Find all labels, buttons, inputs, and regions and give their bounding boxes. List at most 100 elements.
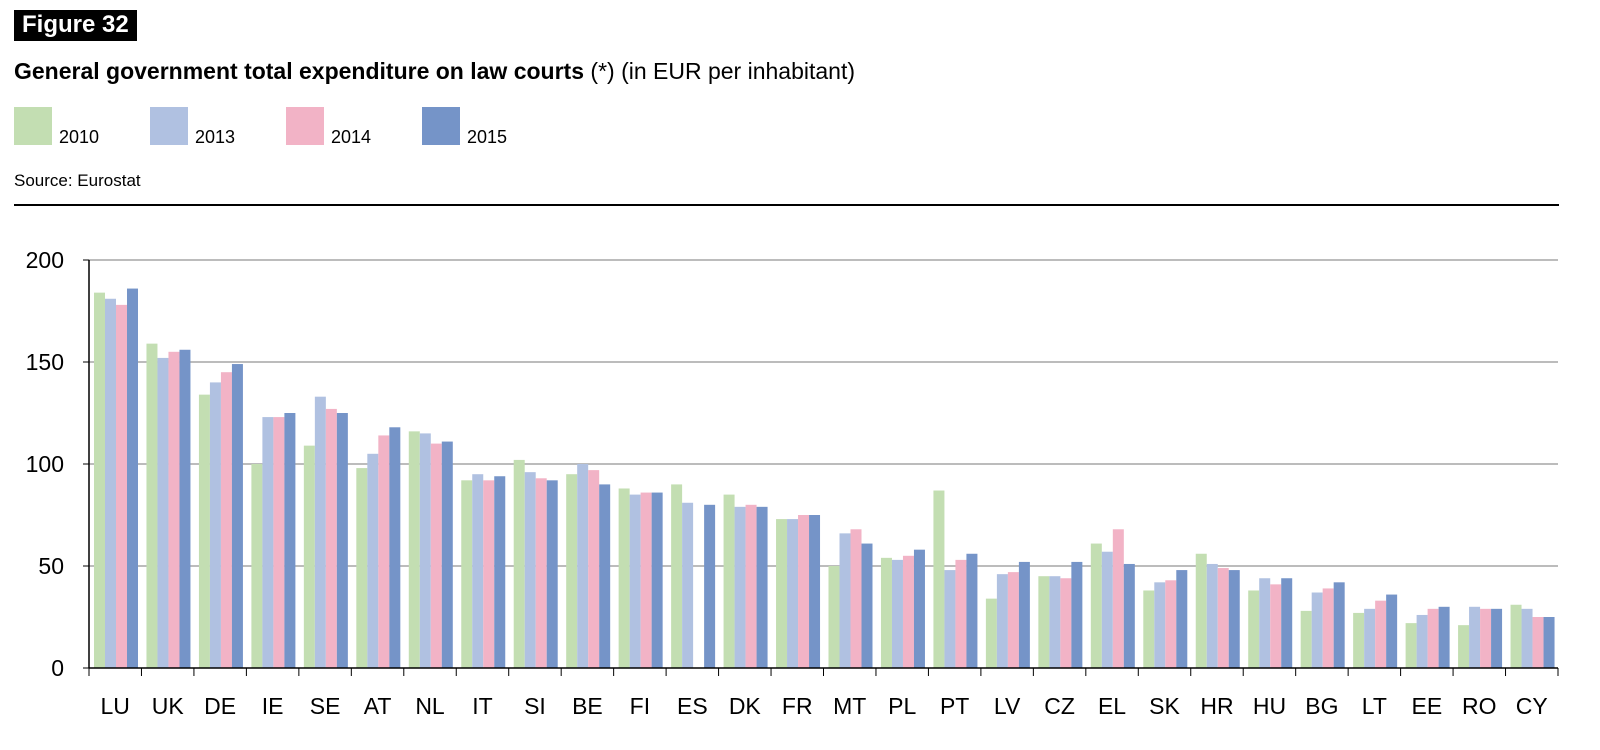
x-tick-label-ro: RO xyxy=(1462,693,1497,719)
bar-se-2014 xyxy=(325,408,337,668)
bar-ie-2015 xyxy=(284,413,296,668)
bar-uk-2010 xyxy=(146,343,158,668)
figure-label: Figure 32 xyxy=(14,10,137,41)
bar-uk-2014 xyxy=(168,351,180,668)
bar-hr-2015 xyxy=(1228,570,1240,668)
bar-lt-2014 xyxy=(1375,600,1387,668)
x-tick-label-dk: DK xyxy=(729,693,762,719)
bar-mt-2014 xyxy=(850,529,862,668)
bar-pt-2015 xyxy=(966,553,978,668)
bar-es-2010 xyxy=(671,484,683,668)
bar-el-2010 xyxy=(1090,543,1102,668)
x-tick-label-lu: LU xyxy=(101,693,130,719)
bar-nl-2010 xyxy=(408,431,420,668)
bar-lv-2015 xyxy=(1018,561,1030,668)
bar-pl-2014 xyxy=(902,555,914,668)
bar-cy-2010 xyxy=(1510,604,1522,668)
bar-de-2010 xyxy=(198,394,210,668)
bar-ie-2014 xyxy=(273,417,285,668)
bar-at-2014 xyxy=(378,435,390,668)
bar-el-2015 xyxy=(1123,563,1135,668)
x-tick-label-hr: HR xyxy=(1200,693,1233,719)
bar-hu-2013 xyxy=(1259,578,1271,668)
legend-label-2014: 2014 xyxy=(331,127,372,147)
bar-bg-2015 xyxy=(1333,582,1345,668)
x-tick-label-lv: LV xyxy=(994,693,1021,719)
bar-nl-2014 xyxy=(430,443,442,668)
bar-ro-2015 xyxy=(1491,608,1503,668)
chart-title-qualifier: (*) (in EUR per inhabitant) xyxy=(584,58,856,84)
bar-cz-2013 xyxy=(1049,576,1061,668)
bar-bg-2010 xyxy=(1300,610,1312,668)
x-tick-label-nl: NL xyxy=(415,693,445,719)
x-tick-label-uk: UK xyxy=(152,693,185,719)
chart-title-main: General government total expenditure on … xyxy=(14,58,585,84)
legend-label-2010: 2010 xyxy=(59,127,100,147)
bar-ie-2013 xyxy=(262,417,274,668)
bar-se-2010 xyxy=(303,445,315,668)
y-tick-label-150: 150 xyxy=(26,349,64,375)
bar-de-2014 xyxy=(220,372,232,668)
bar-si-2010 xyxy=(513,459,525,668)
x-tick-label-at: AT xyxy=(364,693,392,719)
legend-label-2015: 2015 xyxy=(467,127,508,147)
x-tick-label-de: DE xyxy=(204,693,236,719)
bar-se-2015 xyxy=(336,413,348,668)
source-note: Source: Eurostat xyxy=(14,171,141,190)
legend-swatch-2014 xyxy=(286,107,324,145)
bar-pl-2010 xyxy=(880,557,892,668)
bar-cz-2010 xyxy=(1038,576,1050,668)
bar-it-2014 xyxy=(483,480,495,668)
bar-de-2015 xyxy=(231,364,243,668)
bar-pl-2015 xyxy=(913,549,925,668)
x-tick-label-lt: LT xyxy=(1362,693,1387,719)
x-tick-label-se: SE xyxy=(310,693,341,719)
bar-el-2014 xyxy=(1112,529,1124,668)
bar-uk-2015 xyxy=(179,349,191,668)
x-tick-label-ee: EE xyxy=(1411,693,1442,719)
x-tick-label-hu: HU xyxy=(1253,693,1286,719)
legend-swatch-2015 xyxy=(422,107,460,145)
bar-ee-2015 xyxy=(1438,606,1450,668)
bar-bg-2013 xyxy=(1311,592,1323,668)
bar-ro-2014 xyxy=(1480,608,1492,668)
bar-lu-2014 xyxy=(116,304,127,668)
bar-hu-2015 xyxy=(1281,578,1293,668)
x-tick-label-sk: SK xyxy=(1149,693,1180,719)
bar-dk-2014 xyxy=(745,504,757,668)
bar-pt-2013 xyxy=(944,570,956,668)
x-tick-label-bg: BG xyxy=(1305,693,1338,719)
bar-lu-2013 xyxy=(105,298,116,668)
bar-el-2013 xyxy=(1101,551,1113,668)
bar-it-2010 xyxy=(461,480,473,668)
bar-it-2015 xyxy=(494,476,506,668)
bar-ee-2010 xyxy=(1405,623,1417,668)
bar-be-2013 xyxy=(577,464,589,668)
bar-fi-2013 xyxy=(629,494,641,668)
bar-lt-2015 xyxy=(1386,594,1398,668)
bar-lu-2010 xyxy=(94,292,105,668)
bar-cy-2015 xyxy=(1543,617,1555,668)
bar-pl-2013 xyxy=(891,559,903,668)
bar-mt-2015 xyxy=(861,543,873,668)
bar-dk-2013 xyxy=(734,506,746,668)
bar-sk-2013 xyxy=(1154,582,1166,668)
bar-fr-2014 xyxy=(798,515,810,668)
bar-dk-2010 xyxy=(723,494,735,668)
bar-se-2013 xyxy=(314,396,326,668)
bar-ro-2010 xyxy=(1458,625,1470,668)
legend-swatch-2010 xyxy=(14,107,52,145)
y-tick-label-100: 100 xyxy=(26,451,64,477)
bar-bg-2014 xyxy=(1322,588,1334,668)
x-tick-label-el: EL xyxy=(1098,693,1126,719)
bar-cz-2015 xyxy=(1071,561,1083,668)
bar-ro-2013 xyxy=(1469,606,1481,668)
x-tick-label-be: BE xyxy=(572,693,603,719)
bar-uk-2013 xyxy=(157,357,169,668)
chart-title: General government total expenditure on … xyxy=(14,58,855,85)
x-tick-label-es: ES xyxy=(677,693,708,719)
x-tick-label-cy: CY xyxy=(1516,693,1548,719)
bar-de-2013 xyxy=(209,382,221,668)
bar-hr-2010 xyxy=(1195,553,1207,668)
